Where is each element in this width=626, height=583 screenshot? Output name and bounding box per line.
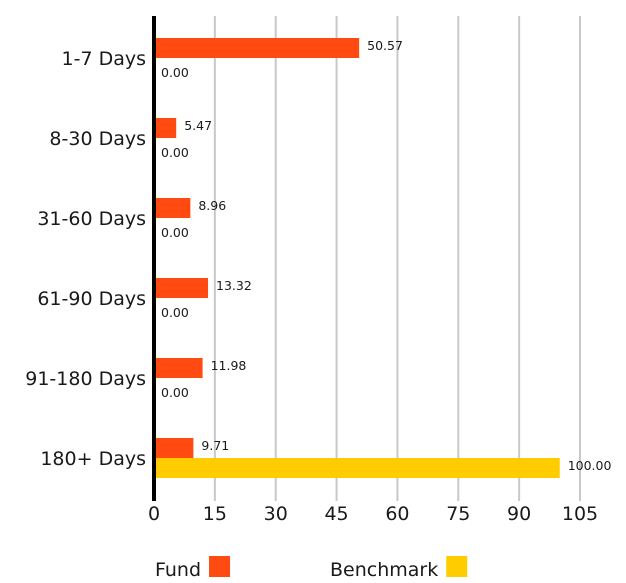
x-tick-label-60: 60	[385, 503, 409, 525]
bar-benchmark-5	[154, 458, 560, 478]
data-label-fund-1: 5.47	[184, 118, 212, 133]
data-label-fund-2: 8.96	[198, 198, 226, 213]
grid-lines	[213, 16, 581, 501]
category-label: 8-30 Days	[49, 128, 146, 150]
data-label-fund-4: 11.98	[211, 358, 247, 373]
data-label-benchmark-0: 0.00	[161, 65, 189, 80]
category-label: 1-7 Days	[62, 48, 147, 70]
bar-fund-3	[154, 278, 209, 298]
data-label-fund-5: 9.71	[201, 438, 229, 453]
category-label: 31-60 Days	[37, 208, 146, 230]
data-label-benchmark-2: 0.00	[161, 225, 189, 240]
x-tick-label-0: 0	[148, 503, 160, 525]
data-label-benchmark-3: 0.00	[161, 305, 189, 320]
bar-fund-0	[154, 38, 360, 58]
category-label: 61-90 Days	[37, 288, 146, 310]
bar-fund-1	[154, 118, 177, 138]
bars	[154, 38, 560, 478]
legend-label-fund: Fund	[155, 559, 201, 581]
category-label: 180+ Days	[40, 448, 146, 470]
x-tick-label-30: 30	[264, 503, 288, 525]
data-label-fund-0: 50.57	[367, 38, 403, 53]
data-label-benchmark-4: 0.00	[161, 385, 189, 400]
legend-swatch-fund	[209, 556, 231, 577]
legend-swatch-benchmark	[446, 556, 468, 577]
bar-fund-5	[154, 438, 194, 458]
bar-fund-2	[154, 198, 191, 218]
x-tick-label-45: 45	[324, 503, 348, 525]
data-label-benchmark-5: 100.00	[568, 458, 612, 473]
data-label-fund-3: 13.32	[216, 278, 252, 293]
x-tick-label-90: 90	[507, 503, 531, 525]
category-label: 91-180 Days	[25, 368, 146, 390]
x-tick-label-105: 105	[562, 503, 598, 525]
data-label-benchmark-1: 0.00	[161, 145, 189, 160]
x-tick-label-15: 15	[203, 503, 227, 525]
bar-fund-4	[154, 358, 203, 378]
x-tick-label-75: 75	[446, 503, 470, 525]
legend-label-benchmark: Benchmark	[330, 559, 438, 581]
labels: 0 15 30 45 60 75 90 105 1-7 Days 50.57 0.00 8-30 Da…	[25, 38, 611, 525]
legend: Fund Benchmark	[155, 556, 468, 581]
